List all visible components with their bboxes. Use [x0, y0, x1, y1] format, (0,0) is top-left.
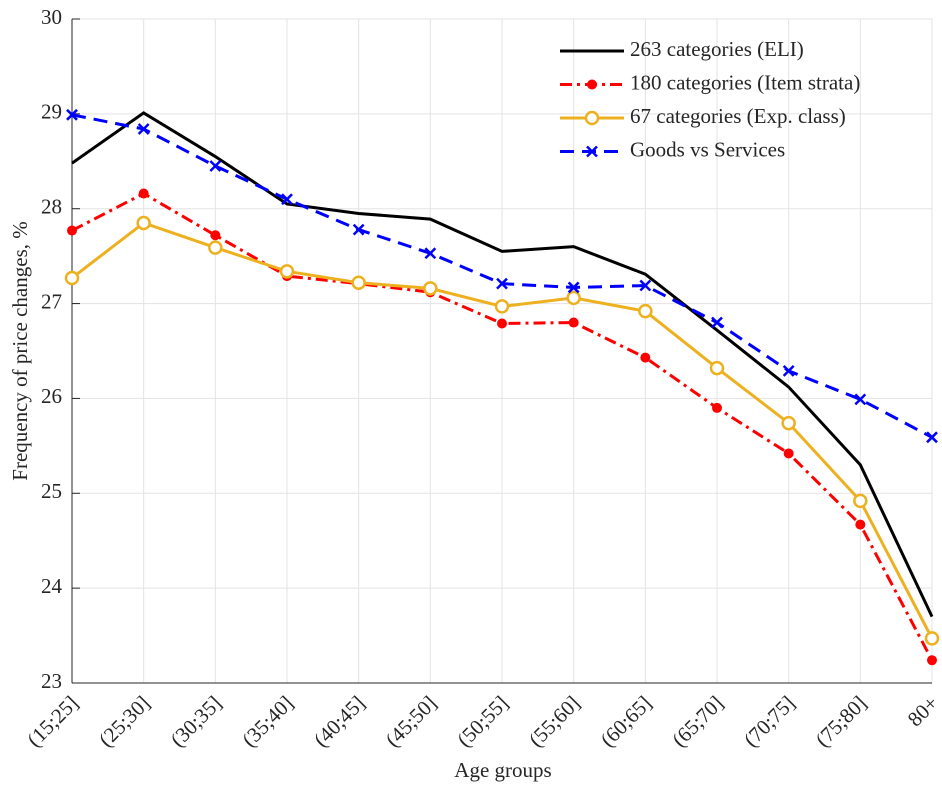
marker	[781, 415, 796, 431]
marker	[709, 360, 725, 376]
y-tick-label: 27	[41, 289, 62, 313]
marker	[210, 230, 221, 241]
y-tick-label: 23	[41, 669, 62, 693]
marker	[568, 317, 579, 328]
marker	[584, 110, 600, 126]
x-tick-label: (70;75]	[739, 691, 800, 752]
y-tick-label: 30	[41, 5, 62, 29]
x-tick-label: (35;40]	[237, 691, 298, 752]
series-line	[71, 111, 934, 618]
marker	[639, 279, 652, 292]
marker	[136, 215, 151, 231]
marker	[782, 365, 795, 377]
legend-label: 263 categories (ELI)	[630, 37, 804, 61]
x-tick-label: (50;55]	[452, 691, 513, 752]
marker	[67, 225, 77, 236]
legend-label: 67 categories (Exp. class)	[630, 104, 846, 128]
marker	[351, 275, 366, 290]
marker	[566, 290, 581, 306]
marker	[352, 223, 365, 236]
x-tick-label: (75;80]	[811, 691, 872, 752]
marker	[567, 281, 580, 294]
marker	[783, 448, 794, 459]
marker	[927, 655, 937, 666]
marker	[855, 519, 866, 530]
marker	[424, 247, 437, 260]
x-tick-label: (40;45]	[309, 691, 370, 752]
marker	[66, 108, 78, 121]
marker	[587, 79, 597, 90]
x-tick-label: (55;60]	[524, 691, 585, 752]
y-tick-label: 25	[41, 479, 62, 503]
marker	[711, 316, 723, 329]
marker	[640, 352, 651, 363]
y-tick-label: 24	[41, 574, 63, 598]
marker	[64, 270, 80, 286]
marker	[924, 631, 940, 646]
marker	[138, 188, 149, 199]
y-tick-label: 26	[41, 384, 62, 408]
x-tick-label: (15;25]	[22, 691, 83, 752]
marker	[712, 402, 722, 413]
x-tick-label: (65;70]	[667, 691, 728, 752]
marker	[137, 123, 150, 135]
x-tick-label: (30;35]	[166, 691, 227, 752]
marker	[209, 160, 222, 172]
marker	[854, 393, 867, 406]
y-axis-label: Frequency of price changes, %	[8, 221, 32, 480]
marker	[853, 493, 868, 509]
marker	[423, 281, 438, 296]
marker	[496, 277, 508, 290]
marker	[926, 431, 938, 444]
x-tick-label: (45;50]	[381, 691, 442, 752]
y-tick-label: 29	[41, 100, 62, 124]
marker	[586, 145, 598, 158]
marker	[281, 193, 293, 206]
x-tick-label: (25;30]	[94, 691, 155, 752]
marker	[497, 318, 507, 329]
x-tick-label: 80+	[903, 691, 942, 731]
y-tick-label: 28	[41, 195, 62, 219]
legend-label: 180 categories (Item strata)	[630, 70, 860, 94]
marker	[279, 264, 295, 279]
x-axis-label: Age groups	[454, 758, 551, 782]
x-tick-label: (60;65]	[596, 691, 657, 752]
legend-label: Goods vs Services	[630, 137, 785, 161]
marker	[208, 240, 223, 255]
marker	[494, 299, 510, 314]
marker	[638, 303, 653, 319]
